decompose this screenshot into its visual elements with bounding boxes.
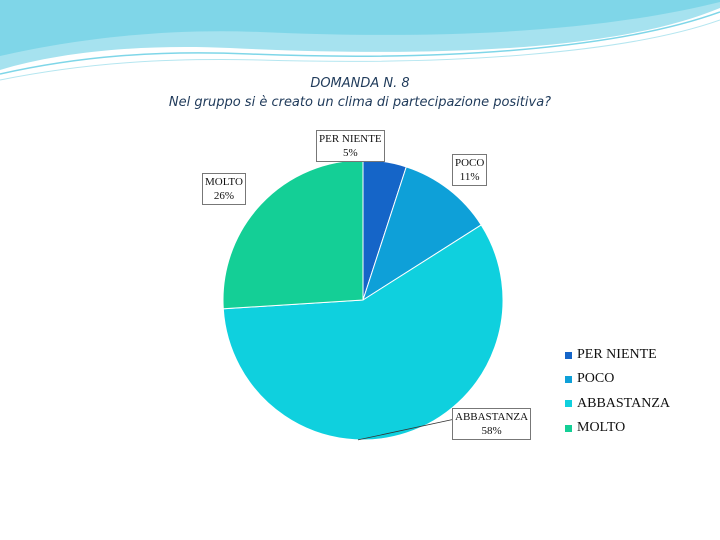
- legend-swatch: [565, 375, 572, 383]
- legend-swatch: [565, 424, 572, 432]
- data-label-value: 5%: [342, 147, 358, 159]
- chart-subtitle: Nel gruppo si è creato un clima di parte…: [168, 95, 552, 110]
- chart-title: DOMANDA N. 8: [310, 76, 410, 91]
- data-label-category: ABBASTANZA: [455, 411, 529, 423]
- legend-label: MOLTO: [577, 420, 626, 436]
- legend-label: PER NIENTE: [577, 347, 657, 363]
- leader-line-abbastanza: [357, 418, 456, 441]
- data-label-category: MOLTO: [205, 176, 243, 188]
- data-label-molto: MOLTO 26%: [202, 173, 246, 205]
- data-label-poco: POCO 11%: [452, 154, 488, 186]
- pie-slice-molto: [222, 159, 364, 310]
- legend-swatch: [565, 400, 572, 408]
- data-label-value: 58%: [481, 425, 502, 437]
- legend-item-poco: POCO: [565, 367, 670, 391]
- data-label-category: POCO: [455, 157, 485, 169]
- pie-slice-abbastanza: [222, 224, 504, 441]
- pie-slice-poco: [362, 166, 482, 302]
- data-label-value: 26%: [213, 190, 235, 202]
- data-label-category: PER NIENTE: [319, 133, 382, 145]
- data-label-value: 11%: [459, 171, 480, 183]
- legend-label: POCO: [577, 371, 615, 387]
- legend-item-per-niente: PER NIENTE: [565, 343, 670, 367]
- legend-swatch: [565, 351, 572, 359]
- data-label-abbastanza: ABBASTANZA 58%: [452, 408, 532, 440]
- legend-item-abbastanza: ABBASTANZA: [565, 392, 670, 416]
- legend-label: ABBASTANZA: [577, 395, 670, 411]
- header-swoosh-decoration: [0, 0, 720, 81]
- chart-legend: PER NIENTE POCO ABBASTANZA MOLTO: [565, 343, 670, 440]
- data-label-per-niente: PER NIENTE 5%: [316, 130, 385, 162]
- legend-item-molto: MOLTO: [565, 416, 670, 440]
